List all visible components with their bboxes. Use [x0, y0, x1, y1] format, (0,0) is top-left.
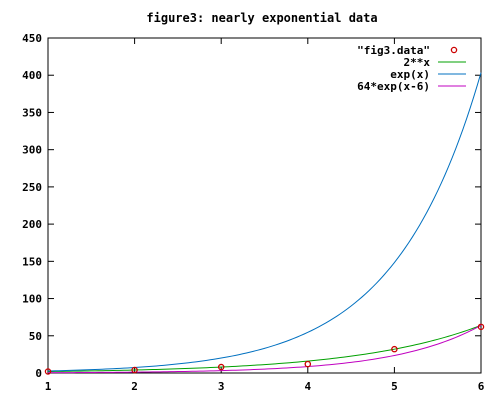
- x-tick-label: 1: [45, 380, 52, 393]
- data-point: [217, 363, 225, 371]
- series-line-1: [47, 72, 482, 372]
- y-tick-label: 200: [22, 218, 42, 231]
- y-tick-label: 350: [22, 106, 42, 119]
- x-tick-label: 3: [218, 380, 225, 393]
- y-tick-label: 450: [22, 32, 42, 45]
- y-tick-label: 250: [22, 181, 42, 194]
- y-tick-label: 100: [22, 293, 42, 306]
- y-tick-label: 50: [29, 330, 42, 343]
- series-line-2: [47, 324, 482, 374]
- data-point: [44, 368, 52, 375]
- data-point: [304, 360, 312, 368]
- x-tick-label: 5: [391, 380, 398, 393]
- chart-title: figure3: nearly exponential data: [146, 11, 377, 25]
- data-point: [131, 366, 138, 374]
- data-point: [477, 323, 485, 331]
- y-tick-label: 400: [22, 69, 42, 82]
- x-tick-label: 2: [131, 380, 138, 393]
- legend-label: exp(x): [390, 68, 430, 81]
- series-line-0: [47, 324, 482, 373]
- plot-frame: [47, 37, 482, 374]
- x-tick-label: 6: [478, 380, 485, 393]
- data-point: [391, 345, 398, 353]
- x-tick-label: 4: [304, 380, 311, 393]
- axes: 0 50 100 150 200 250 300 350 400 450 1 2 3 4 5 6: [22, 32, 485, 393]
- legend-label: "fig3.data": [357, 44, 430, 57]
- plot-lines: [47, 72, 482, 374]
- y-tick-label: 300: [22, 144, 42, 157]
- y-tick-label: 0: [35, 367, 42, 380]
- legend-label: 2**x: [404, 56, 431, 69]
- plot-points: [44, 323, 485, 375]
- y-tick-label: 150: [22, 255, 42, 268]
- legend-point-marker: [450, 46, 458, 54]
- legend-label: 64*exp(x-6): [357, 80, 430, 93]
